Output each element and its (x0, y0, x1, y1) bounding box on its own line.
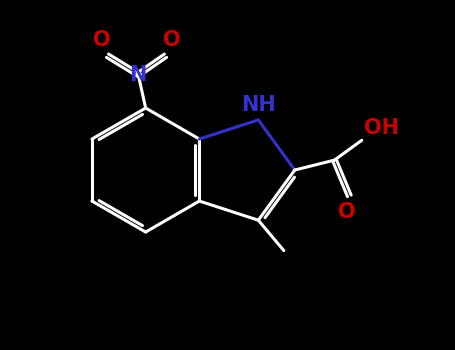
Text: O: O (162, 30, 180, 50)
Text: N: N (130, 64, 147, 85)
Text: O: O (93, 30, 110, 50)
Text: O: O (338, 202, 356, 222)
Text: NH: NH (241, 95, 276, 115)
Text: OH: OH (364, 118, 399, 138)
